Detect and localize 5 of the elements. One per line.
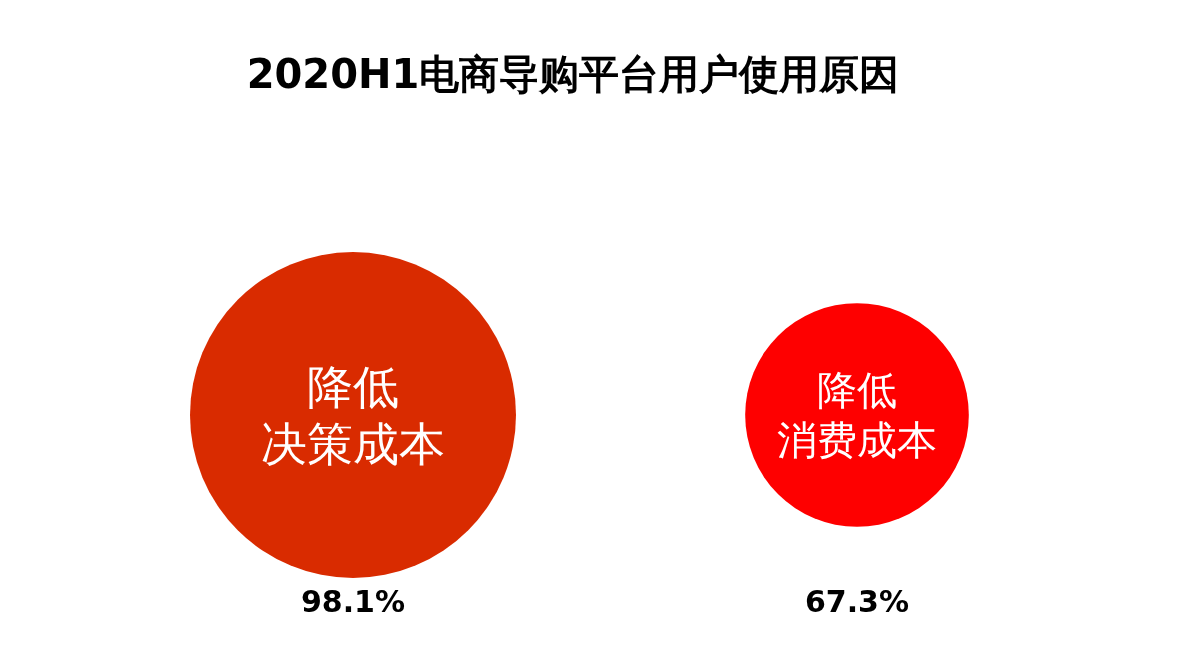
data-label: 67.3% bbox=[804, 584, 910, 619]
category-label: 降低消费成本 bbox=[777, 367, 937, 464]
category-label: 降低决策成本 bbox=[261, 359, 445, 472]
data-label: 98.1% bbox=[300, 584, 406, 619]
text: 2020H1电商导购平台用户使用原因 bbox=[246, 51, 900, 97]
